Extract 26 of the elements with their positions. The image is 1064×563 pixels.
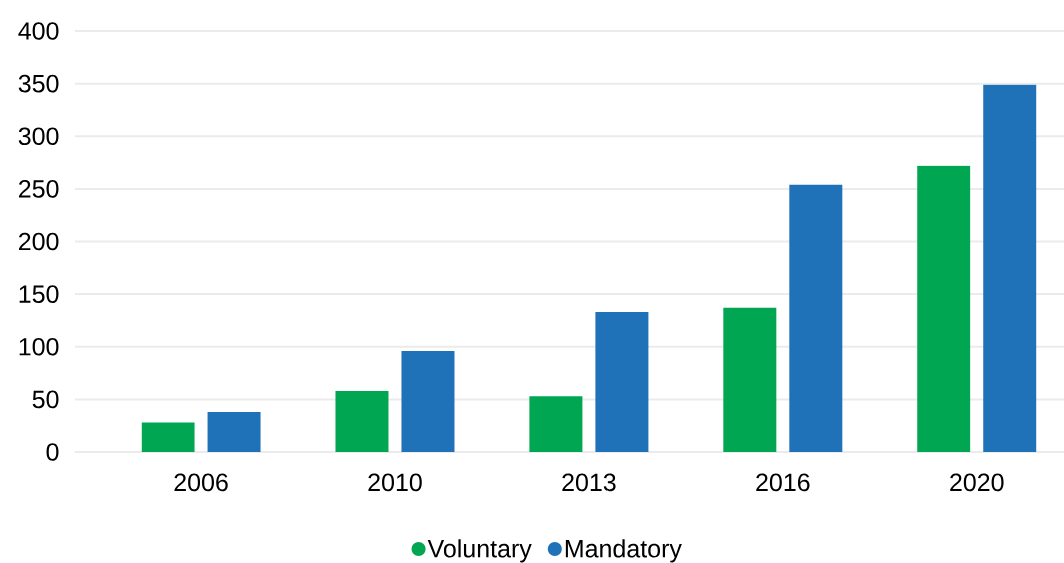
- legend-label: Mandatory: [565, 539, 682, 563]
- bar: [141, 422, 195, 452]
- bar: [723, 307, 777, 452]
- x-tick-label: 2013: [562, 473, 616, 492]
- bar: [207, 412, 261, 452]
- bar: [595, 312, 649, 452]
- y-tick-label: 350: [18, 74, 59, 93]
- bar: [335, 390, 389, 452]
- bar: [529, 396, 583, 452]
- bar: [983, 84, 1037, 452]
- bar: [789, 184, 843, 452]
- y-tick-label: 300: [18, 127, 59, 146]
- y-tick-label: 400: [18, 22, 59, 40]
- y-tick-label: 0: [46, 443, 59, 461]
- legend-label: Voluntary: [427, 539, 532, 563]
- x-tick-label: 2010: [368, 473, 422, 492]
- x-tick-label: 2006: [174, 473, 228, 492]
- y-tick-label: 200: [19, 232, 59, 251]
- y-tick-label: 100: [19, 337, 59, 356]
- y-tick-label: 50: [32, 390, 59, 409]
- bar: [917, 165, 971, 452]
- x-tick-label: 2016: [756, 473, 810, 492]
- y-tick-label: 250: [19, 180, 59, 198]
- bar: [401, 350, 455, 452]
- y-tick-label: 150: [19, 285, 59, 303]
- x-tick-label: 2020: [950, 473, 1004, 492]
